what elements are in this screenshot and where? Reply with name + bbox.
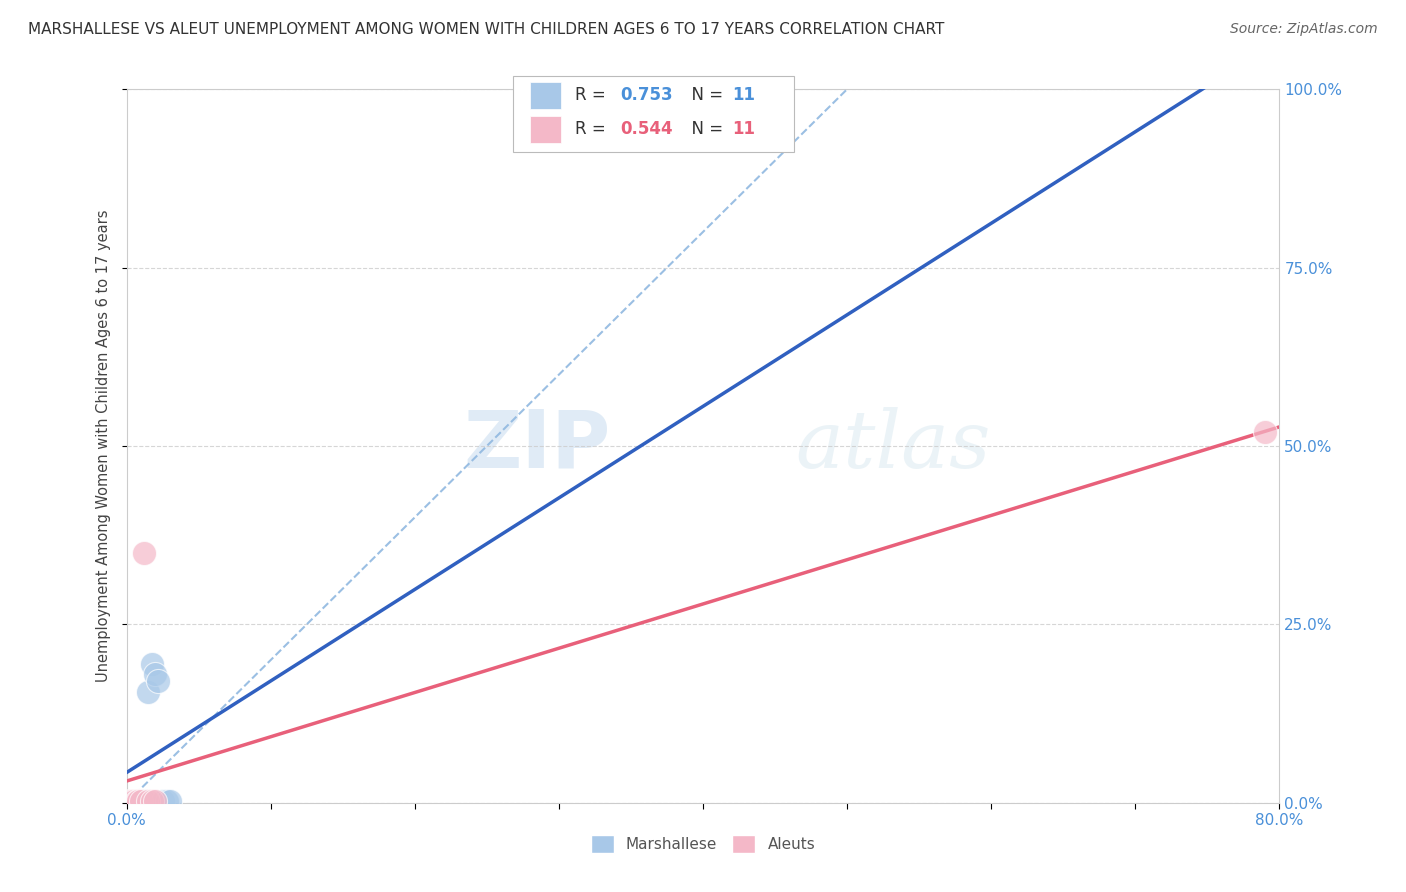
Point (129, 794, 152, 808)
Point (132, 794, 155, 808)
Point (159, 794, 181, 808)
Text: 11: 11 (733, 87, 755, 104)
Text: 0.753: 0.753 (620, 87, 672, 104)
Point (145, 794, 166, 808)
Point (141, 657, 163, 671)
Text: ZIP: ZIP (464, 407, 610, 485)
Text: 11: 11 (733, 120, 755, 138)
Point (136, 794, 159, 808)
Point (152, 794, 174, 808)
Text: R =: R = (575, 87, 612, 104)
Text: atlas: atlas (796, 408, 991, 484)
Point (122, 794, 145, 808)
Point (127, 794, 149, 808)
Text: 0.544: 0.544 (620, 120, 672, 138)
Text: Source: ZipAtlas.com: Source: ZipAtlas.com (1230, 22, 1378, 37)
Point (1254, 425, 1277, 439)
Text: N =: N = (681, 120, 728, 138)
Point (121, 794, 143, 808)
Point (156, 794, 179, 808)
Point (145, 667, 166, 681)
Point (136, 685, 159, 699)
Point (122, 794, 145, 808)
Point (148, 674, 170, 689)
Point (125, 794, 148, 808)
Point (141, 794, 163, 808)
Point (129, 794, 152, 808)
Legend: Marshallese, Aleuts: Marshallese, Aleuts (585, 829, 821, 859)
Point (132, 546, 155, 560)
Point (118, 794, 141, 808)
Text: N =: N = (681, 87, 728, 104)
Point (127, 794, 149, 808)
Text: MARSHALLESE VS ALEUT UNEMPLOYMENT AMONG WOMEN WITH CHILDREN AGES 6 TO 17 YEARS C: MARSHALLESE VS ALEUT UNEMPLOYMENT AMONG … (28, 22, 945, 37)
Text: R =: R = (575, 120, 612, 138)
Y-axis label: Unemployment Among Women with Children Ages 6 to 17 years: Unemployment Among Women with Children A… (96, 210, 111, 682)
